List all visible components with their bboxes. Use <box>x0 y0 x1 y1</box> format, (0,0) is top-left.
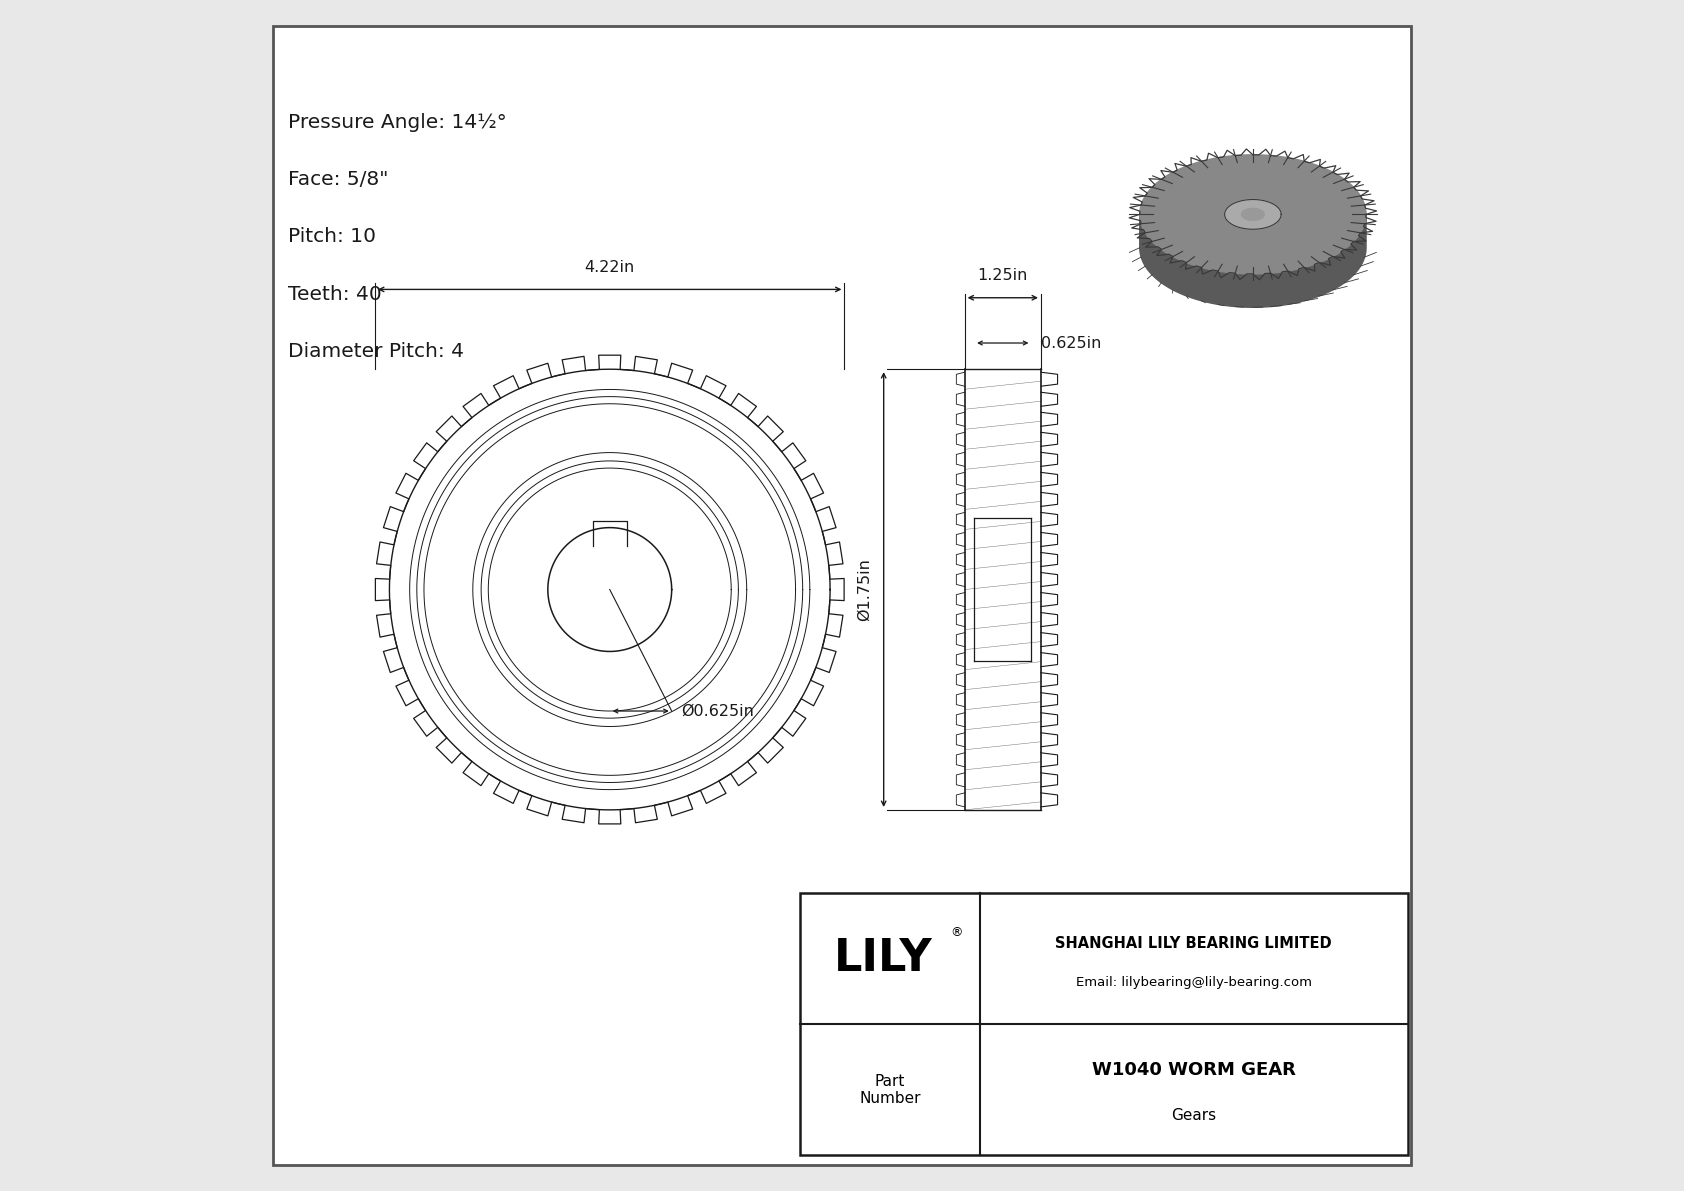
Text: Email: lilybearing@lily-bearing.com: Email: lilybearing@lily-bearing.com <box>1076 975 1312 989</box>
Text: ®: ® <box>950 927 963 939</box>
Text: Part
Number: Part Number <box>859 1073 921 1106</box>
Text: 0.625in: 0.625in <box>1041 336 1101 350</box>
Text: LILY: LILY <box>834 937 931 980</box>
Polygon shape <box>1140 214 1366 307</box>
Text: W1040 WORM GEAR: W1040 WORM GEAR <box>1091 1061 1295 1079</box>
Text: SHANGHAI LILY BEARING LIMITED: SHANGHAI LILY BEARING LIMITED <box>1056 936 1332 950</box>
FancyBboxPatch shape <box>273 26 1411 1165</box>
Text: 1.25in: 1.25in <box>978 268 1027 283</box>
Text: Teeth: 40: Teeth: 40 <box>288 285 382 304</box>
Text: Ø0.625in: Ø0.625in <box>682 704 754 718</box>
Text: Diameter Pitch: 4: Diameter Pitch: 4 <box>288 342 465 361</box>
Text: Pitch: 10: Pitch: 10 <box>288 227 376 247</box>
Polygon shape <box>1224 200 1282 229</box>
Polygon shape <box>1241 208 1265 220</box>
Text: Pressure Angle: 14½°: Pressure Angle: 14½° <box>288 113 507 132</box>
Polygon shape <box>1140 155 1366 274</box>
Text: 4.22in: 4.22in <box>584 260 635 275</box>
Text: Gears: Gears <box>1170 1109 1216 1123</box>
Text: Ø1.75in: Ø1.75in <box>857 559 872 621</box>
Text: Face: 5/8": Face: 5/8" <box>288 170 389 189</box>
Bar <box>800 893 1408 1155</box>
